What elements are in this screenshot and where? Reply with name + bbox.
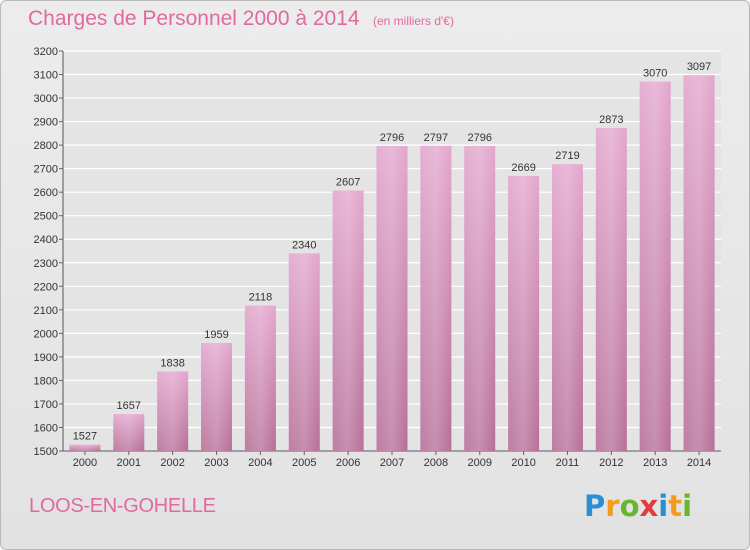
x-tick-label-2006: 2006 xyxy=(336,457,360,469)
x-tick-label-2012: 2012 xyxy=(599,457,623,469)
y-tick-label: 2700 xyxy=(34,164,58,176)
value-label-2005: 2340 xyxy=(292,239,316,251)
y-tick-label: 1800 xyxy=(34,375,58,387)
bar-sheen xyxy=(332,190,364,451)
x-tick-label-2003: 2003 xyxy=(204,457,228,469)
value-label-2000: 1527 xyxy=(73,431,97,443)
value-label-2012: 2873 xyxy=(599,114,623,126)
x-tick-label-2002: 2002 xyxy=(160,457,184,469)
bar-sheen xyxy=(244,305,276,451)
y-tick-label: 2100 xyxy=(34,305,58,317)
value-label-2008: 2797 xyxy=(424,132,448,144)
x-tick-label-2005: 2005 xyxy=(292,457,316,469)
value-label-2014: 3097 xyxy=(687,61,711,73)
y-tick-label: 2500 xyxy=(34,211,58,223)
bar-sheen xyxy=(464,146,496,451)
y-tick-label: 2900 xyxy=(34,117,58,129)
y-tick-label: 1900 xyxy=(34,352,58,364)
x-tick-label-2010: 2010 xyxy=(511,457,535,469)
x-tick-label-2008: 2008 xyxy=(424,457,448,469)
bar-sheen xyxy=(639,81,671,452)
x-tick-label-2011: 2011 xyxy=(556,457,580,469)
value-label-2011: 2719 xyxy=(555,150,579,162)
value-label-2007: 2796 xyxy=(380,132,404,144)
x-tick-label-2014: 2014 xyxy=(687,457,711,469)
bar-sheen xyxy=(595,127,627,452)
value-label-2004: 2118 xyxy=(249,292,273,304)
x-tick-label-2004: 2004 xyxy=(248,457,272,469)
value-label-2009: 2796 xyxy=(467,132,491,144)
proxiti-logo: Proxiti xyxy=(584,489,693,523)
x-tick-label-2000: 2000 xyxy=(73,457,97,469)
value-label-2002: 1838 xyxy=(160,357,184,369)
y-tick-label: 2400 xyxy=(34,234,58,246)
y-tick-label: 2300 xyxy=(34,258,58,270)
y-tick-label: 2600 xyxy=(34,187,58,199)
y-tick-label: 2800 xyxy=(34,140,58,152)
x-tick-label-2009: 2009 xyxy=(467,457,491,469)
bar-sheen xyxy=(201,343,233,451)
bar-sheen xyxy=(420,145,452,451)
y-tick-label: 2200 xyxy=(34,281,58,293)
x-tick-label-2007: 2007 xyxy=(380,457,404,469)
y-tick-label: 2000 xyxy=(34,328,58,340)
bar-sheen xyxy=(288,253,320,451)
x-tick-label-2013: 2013 xyxy=(643,457,667,469)
x-tick-label-2001: 2001 xyxy=(117,457,141,469)
value-label-2001: 1657 xyxy=(117,400,141,412)
bar-sheen xyxy=(69,444,101,451)
y-tick-label: 3100 xyxy=(34,70,58,82)
bar-sheen xyxy=(113,414,145,451)
bar-sheen xyxy=(551,164,583,452)
y-tick-label: 3200 xyxy=(34,46,58,58)
y-tick-label: 3000 xyxy=(34,93,58,105)
bar-sheen xyxy=(376,146,408,451)
value-label-2010: 2669 xyxy=(511,162,535,174)
location-label: LOOS-EN-GOHELLE xyxy=(29,495,216,517)
bar-sheen xyxy=(508,175,540,452)
chart-title: Charges de Personnel 2000 à 2014 xyxy=(28,7,360,30)
value-label-2006: 2607 xyxy=(336,177,360,189)
value-label-2013: 3070 xyxy=(643,68,667,80)
y-tick-label: 1600 xyxy=(34,422,58,434)
bar-sheen xyxy=(157,371,189,451)
bar-sheen xyxy=(683,75,715,451)
y-tick-label: 1500 xyxy=(34,446,58,458)
value-label-2003: 1959 xyxy=(204,329,228,341)
chart-subtitle: (en milliers d'€) xyxy=(373,14,454,28)
y-tick-label: 1700 xyxy=(34,399,58,411)
